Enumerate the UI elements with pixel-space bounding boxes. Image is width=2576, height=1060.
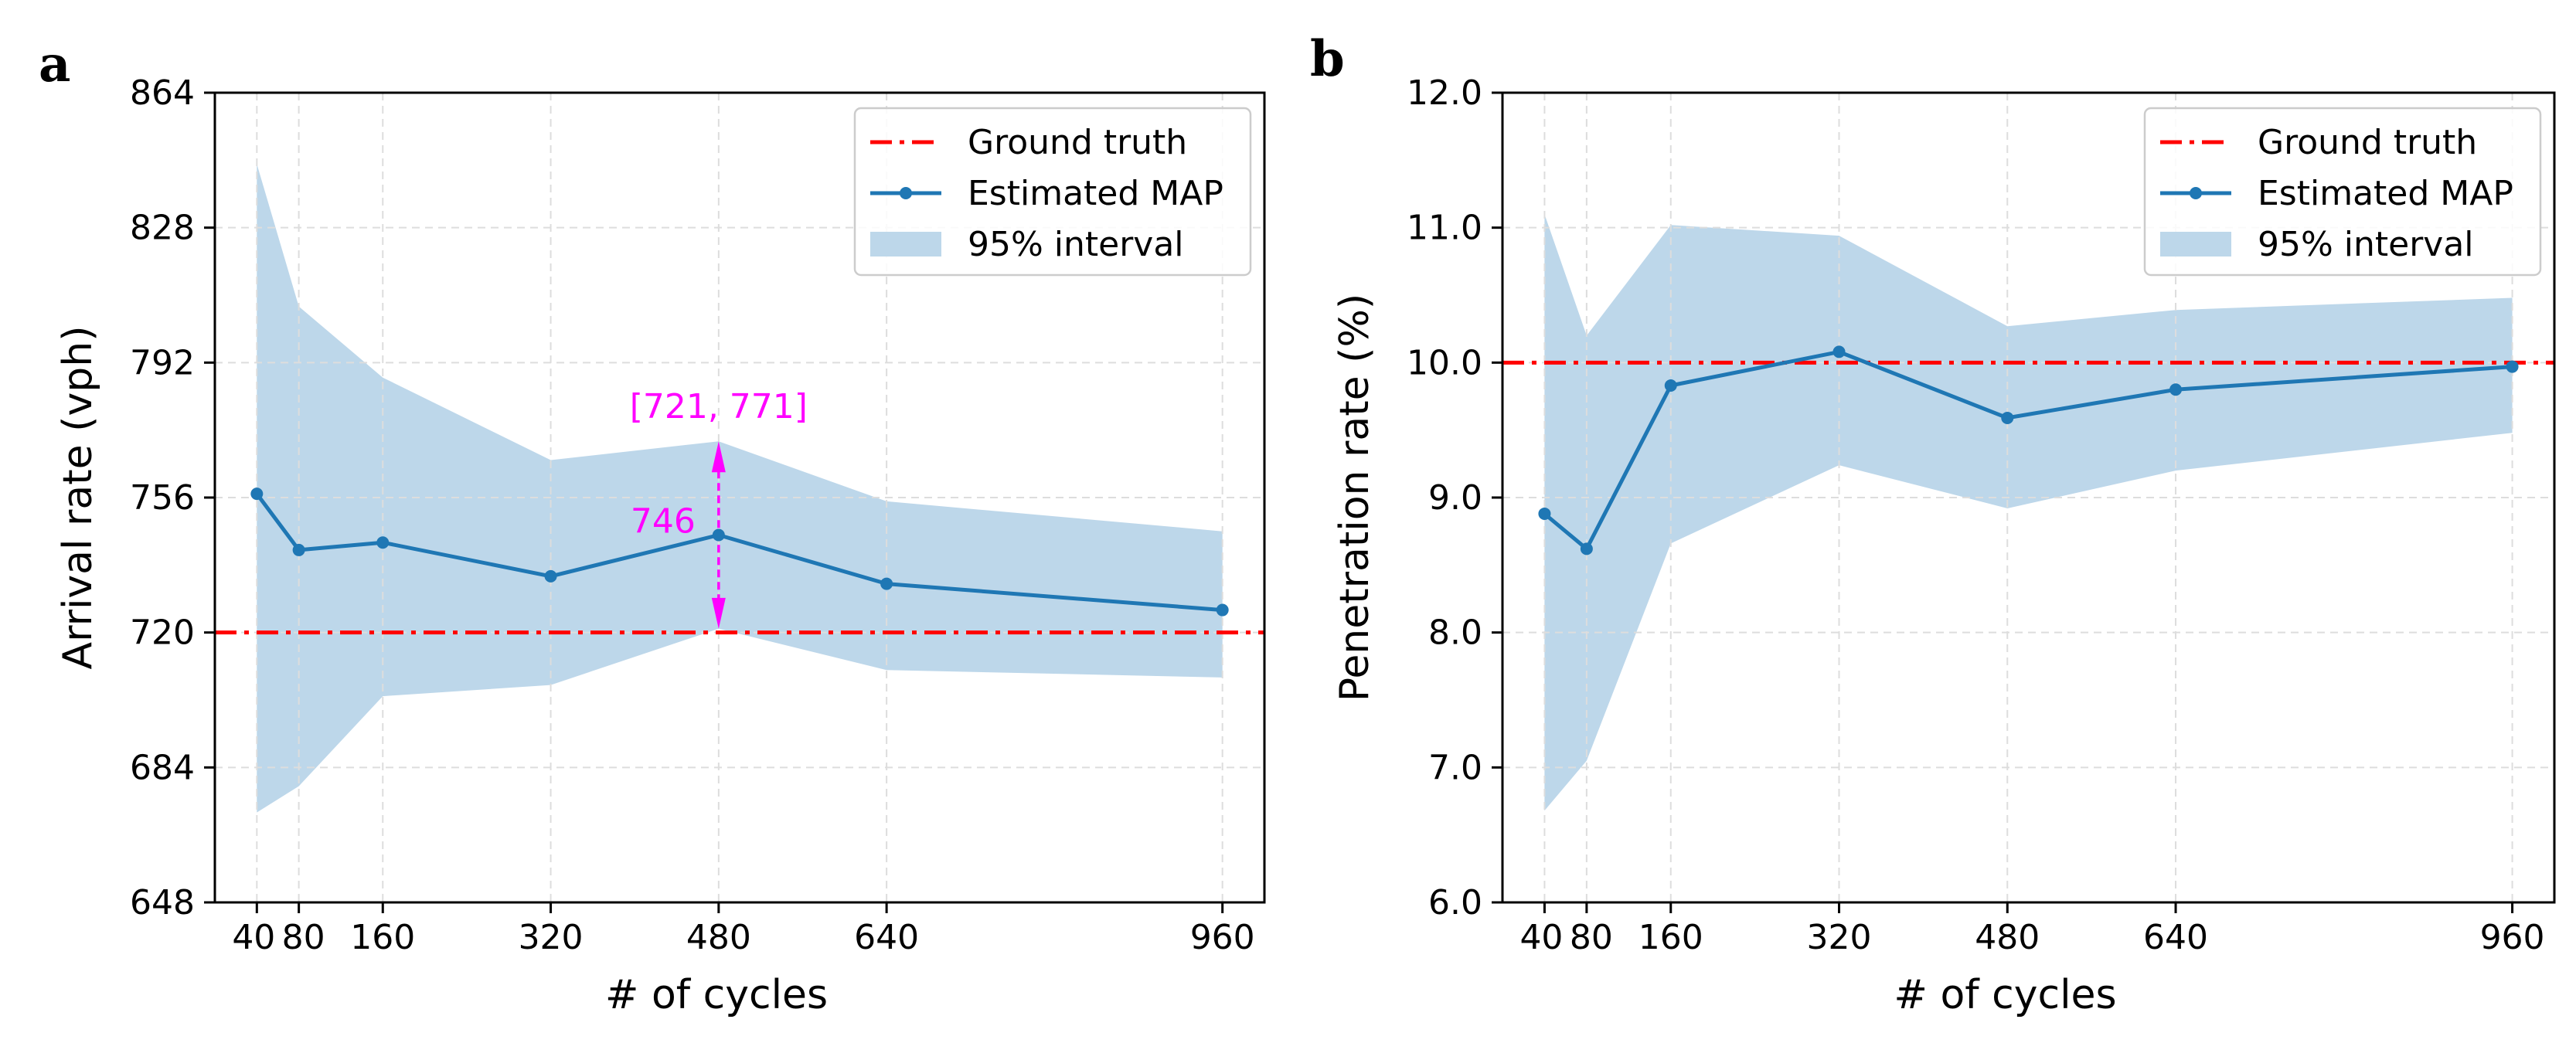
map-point [250,488,264,501]
legend-swatch-map-point [2190,187,2202,199]
x-axis-label: # of cycles [1894,972,2116,1018]
y-axis-label: Penetration rate (%) [1332,294,1378,702]
interval-band [1544,214,2513,811]
map-point [376,536,390,549]
y-tick-label: 12.0 [1407,73,1482,113]
x-tick-label: 640 [2143,918,2208,957]
legend-label: 95% interval [968,225,1184,264]
x-tick-label: 160 [1638,918,1703,957]
x-tick-label: 480 [686,918,751,957]
map-point [712,528,725,542]
map-point [2506,360,2519,373]
legend-label: Estimated MAP [2258,174,2513,213]
x-tick-label: 960 [2480,918,2545,957]
map-point [2169,383,2183,396]
y-tick-label: 11.0 [1407,209,1482,248]
x-tick-label: 80 [1570,918,1613,957]
legend-label: Ground truth [2258,123,2477,162]
legend-label: Ground truth [968,123,1187,162]
x-tick-label: 320 [1807,918,1872,957]
y-tick-label: 6.0 [1428,883,1482,922]
x-tick-label: 80 [282,918,325,957]
x-tick-label: 40 [232,918,275,957]
legend-box [2143,107,2542,277]
map-point [1832,345,1846,358]
y-tick-label: 10.0 [1407,343,1482,382]
panel-letter: a [39,36,70,93]
interval-arrow-head-up [711,441,726,473]
y-tick-label: 756 [130,478,195,518]
legend: Ground truth Estimated MAP 95% interval [853,107,1252,277]
y-tick-label: 7.0 [1428,748,1482,787]
y-tick-label: 648 [130,883,195,922]
legend: Ground truth Estimated MAP 95% interval [2143,107,2542,277]
x-tick-label: 40 [1519,918,1563,957]
y-tick-label: 8.0 [1428,613,1482,653]
y-tick-label: 720 [130,613,195,653]
y-tick-label: 684 [130,748,195,787]
y-axis-label: Arrival rate (vph) [55,326,101,670]
x-axis-label: # of cycles [605,972,828,1018]
interval-arrow-head-down [711,597,726,629]
x-tick-label: 320 [519,918,584,957]
chart-panel-b: 40 80 160 320 480 640 960 6.0 7.0 8.0 9.0 10.0 11.0 1… [1310,30,2556,1018]
x-tick-label: 160 [350,918,415,957]
map-point [1216,603,1229,617]
panel-letter: b [1310,30,1345,88]
map-point [880,577,893,590]
map-point [1664,379,1677,392]
legend-swatch-map-point [900,187,912,199]
x-tick-label: 480 [1975,918,2040,957]
map-point [1538,507,1551,520]
interval-annotation: [721, 771] [630,387,808,426]
interval-band [257,164,1223,813]
x-tick-label: 640 [854,918,919,957]
legend-swatch-interval [870,232,941,257]
chart-panel-a: [721, 771] 746 40 80 160 320 480 640 960 648 684 72… [39,36,1266,1018]
map-point [1580,542,1593,555]
y-tick-label: 828 [130,209,195,248]
y-tick-label: 792 [130,343,195,382]
legend-swatch-interval [2160,232,2231,257]
y-tick-label: 9.0 [1428,478,1482,518]
legend-label: 95% interval [2258,225,2474,264]
map-point [544,569,557,583]
legend-label: Estimated MAP [968,174,1223,213]
map-value-annotation: 746 [631,502,696,542]
map-point [2001,411,2014,424]
x-tick-label: 960 [1190,918,1255,957]
legend-box [853,107,1252,277]
map-point [292,543,305,556]
y-tick-label: 864 [130,73,195,113]
